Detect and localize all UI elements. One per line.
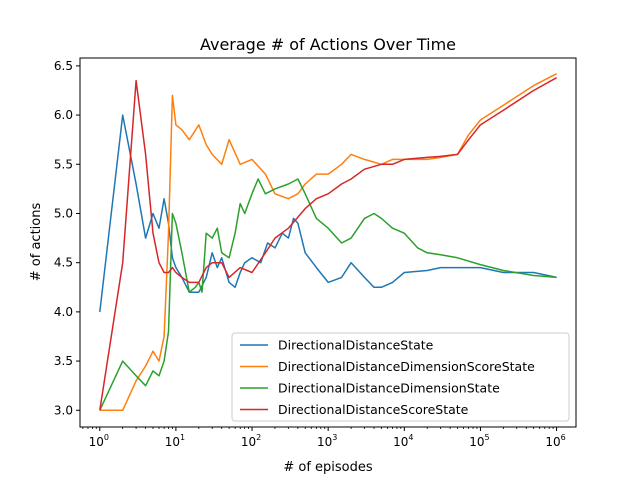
y-tick-label: 3.0 bbox=[54, 403, 73, 417]
y-tick-label: 3.5 bbox=[54, 354, 73, 368]
x-tick-label: 102 bbox=[241, 433, 261, 449]
x-tick-label: 101 bbox=[165, 433, 185, 449]
axes-layer: 3.0 3.5 4.0 4.5 5.0 5.5 6.0 6.5 100 101 102 103 104 1… bbox=[54, 57, 577, 449]
x-axis-label: # of episodes bbox=[283, 460, 373, 475]
series-line-1 bbox=[99, 114, 557, 312]
y-tick-label: 6.0 bbox=[54, 108, 73, 122]
y-axis-label: # of actions bbox=[29, 203, 44, 282]
legend-label: DirectionalDistanceScoreState bbox=[278, 402, 469, 417]
y-tick-label: 4.0 bbox=[54, 305, 73, 319]
x-tick-label: 100 bbox=[89, 433, 109, 449]
chart-title: Average # of Actions Over Time bbox=[200, 35, 456, 54]
x-tick-label: 104 bbox=[393, 433, 413, 449]
legend-label: DirectionalDistanceDimensionScoreState bbox=[278, 359, 535, 374]
legend-label: DirectionalDistanceState bbox=[278, 338, 434, 353]
series-line-2 bbox=[99, 73, 557, 412]
x-tick-label: 103 bbox=[317, 433, 337, 449]
y-tick-label: 4.5 bbox=[54, 256, 73, 270]
x-tick-label: 106 bbox=[545, 433, 565, 449]
legend: DirectionalDistanceState DirectionalDista… bbox=[231, 332, 570, 422]
legend-box bbox=[231, 332, 570, 422]
legend-label: DirectionalDistanceDimensionState bbox=[278, 381, 500, 396]
series-line-4 bbox=[99, 77, 557, 411]
series-layer bbox=[99, 73, 557, 412]
y-tick-label: 5.5 bbox=[54, 157, 73, 171]
x-tick-label: 105 bbox=[469, 433, 489, 449]
y-tick-label: 5.0 bbox=[54, 206, 73, 220]
y-tick-label: 6.5 bbox=[54, 59, 73, 73]
series-line-3 bbox=[99, 178, 557, 411]
